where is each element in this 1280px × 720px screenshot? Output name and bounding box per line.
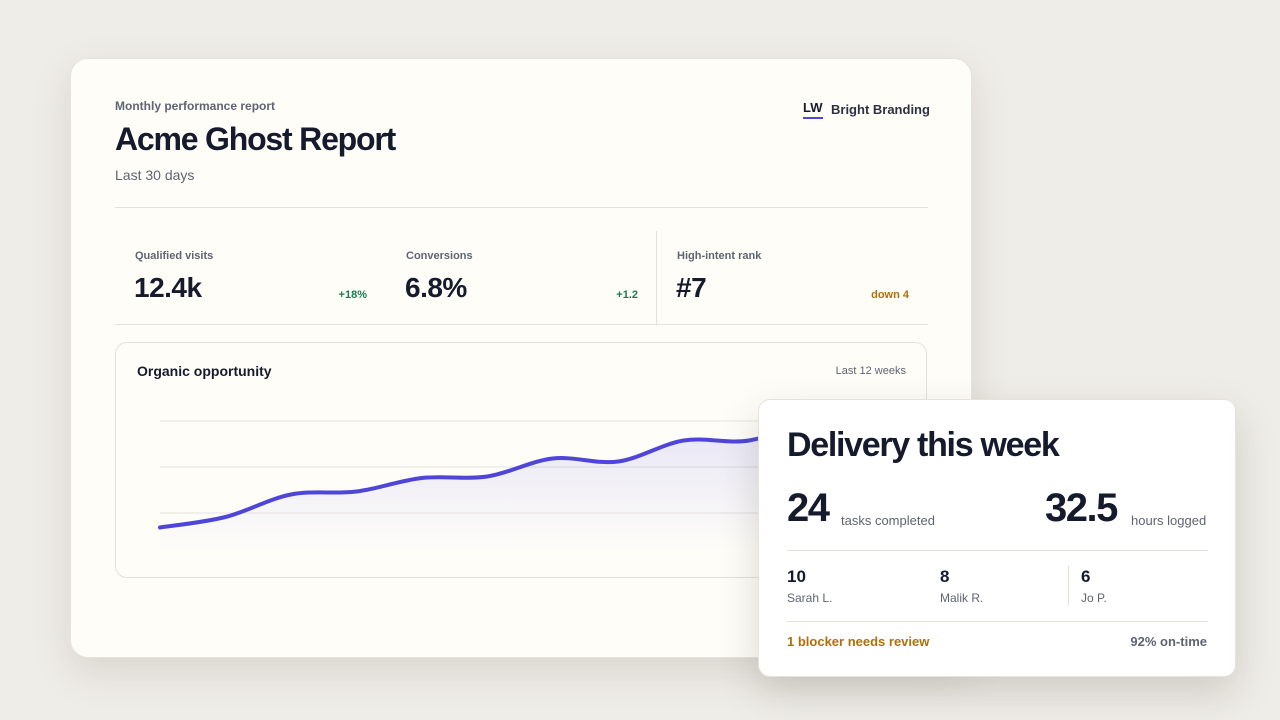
stat-label: hours logged [1131, 513, 1207, 528]
report-title: Acme Ghost Report [115, 121, 396, 157]
line [158, 402, 882, 530]
divider [787, 621, 1208, 622]
stat-label: tasks completed [841, 513, 935, 528]
eyebrow: Monthly performance report [115, 99, 276, 113]
on-time: 92% on-time [1130, 634, 1207, 649]
metric-label: Qualified visits [135, 250, 214, 262]
delivery-title: Delivery this week [787, 426, 1060, 464]
blocker: 1 blocker needs review [787, 634, 930, 649]
divider [656, 231, 657, 324]
delivery-card: Delivery this week 24 tasks completed 32… [758, 399, 1236, 677]
divider [115, 207, 928, 208]
report-card: Monthly performance report Acme Ghost Re… [70, 58, 972, 658]
brand-logo: LW [803, 100, 823, 119]
chart-title: Organic opportunity [137, 363, 272, 379]
metric-delta: +1.2 [616, 289, 638, 301]
person-count: 10 [787, 567, 806, 586]
person-count: 8 [940, 567, 950, 586]
chart-subtitle: Last 12 weeks [835, 365, 906, 377]
metric-label: High-intent rank [677, 250, 762, 262]
stat-value: 32.5 [1045, 486, 1118, 530]
divider [1068, 566, 1069, 606]
metric-value: #7 [676, 272, 707, 303]
metric-value: 6.8% [405, 272, 467, 303]
metric-delta: +18% [338, 289, 367, 301]
divider [787, 550, 1208, 551]
person-name: Jo P. [1081, 591, 1107, 605]
person-count: 6 [1081, 567, 1091, 586]
divider [115, 324, 928, 325]
brand-name: Bright Branding [831, 102, 930, 117]
person-name: Malik R. [940, 591, 984, 605]
metric-label: Conversions [406, 250, 473, 262]
metric-value: 12.4k [134, 272, 202, 303]
period: Last 30 days [115, 167, 195, 183]
person-name: Sarah L. [787, 591, 833, 605]
metric-delta: down 4 [871, 289, 909, 301]
chart [158, 402, 906, 550]
stat-value: 24 [787, 486, 830, 530]
